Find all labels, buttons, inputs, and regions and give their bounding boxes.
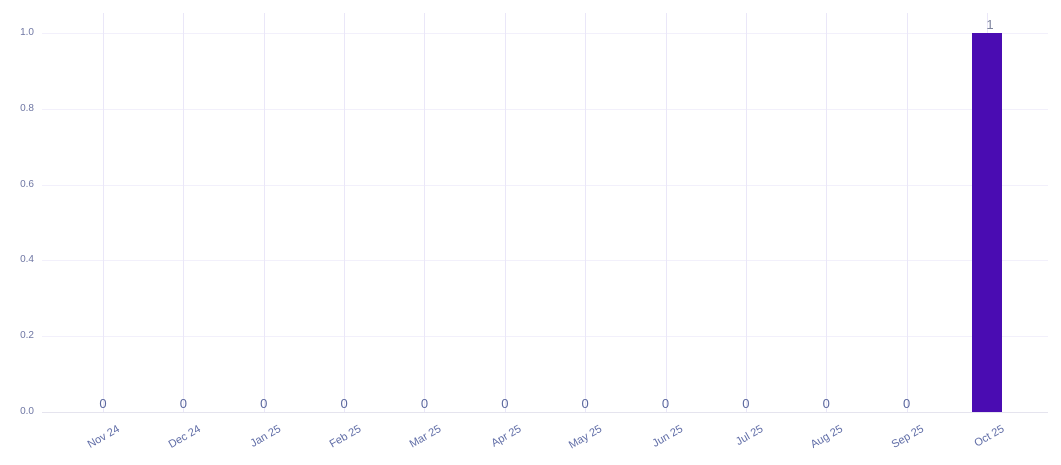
bar-value-label: 1 (986, 17, 994, 32)
bar-value-label: 0 (822, 396, 830, 411)
gridline-vertical (585, 13, 587, 412)
bar-value-label: 0 (501, 396, 509, 411)
gridline-vertical (103, 13, 104, 412)
x-axis-tick-label: Jul 25 (733, 423, 765, 449)
gridline-vertical (504, 13, 506, 412)
gridline-vertical (263, 13, 265, 412)
bar-value-label: 0 (742, 396, 750, 411)
gridline-vertical (424, 13, 426, 412)
x-axis-tick-label: Apr 25 (489, 423, 524, 450)
gridline-vertical (183, 13, 185, 412)
x-axis-tick-label: Dec 24 (166, 423, 203, 451)
x-axis-tick-label: Nov 24 (85, 423, 122, 451)
x-axis-tick-label: Aug 25 (809, 423, 846, 451)
gridline-horizontal (42, 260, 1048, 262)
y-axis-tick-label: 1.0 (20, 27, 34, 38)
bar-value-label: 0 (260, 396, 268, 411)
y-axis-tick-label: 0.0 (20, 406, 34, 417)
y-axis-tick-label: 0.4 (20, 254, 34, 266)
x-axis-tick-label: Mar 25 (407, 423, 444, 451)
bar-value-label: 0 (661, 396, 670, 411)
gridline-vertical (745, 13, 747, 412)
gridline-vertical (344, 13, 346, 412)
y-axis-tick-label: 0.6 (20, 178, 34, 190)
x-axis-tick-label: Jan 25 (248, 423, 283, 450)
bar-value-label: 0 (340, 396, 348, 411)
x-axis-tick-label: Feb 25 (327, 423, 364, 451)
x-axis-tick-label: Oct 25 (971, 423, 1006, 450)
gridline-horizontal (42, 33, 1048, 34)
x-axis-tick-label: Sep 25 (889, 423, 926, 451)
gridline-vertical (906, 13, 908, 412)
bar-oct-25[interactable] (972, 33, 1002, 412)
gridline-horizontal (42, 108, 1048, 110)
bar-value-label: 0 (420, 396, 429, 411)
x-axis-tick-label: May 25 (566, 423, 605, 452)
x-axis-tick-label: Jun 25 (649, 423, 685, 450)
bar-value-label: 0 (99, 396, 107, 411)
gridline-horizontal (42, 184, 1048, 186)
gridline-vertical (826, 13, 828, 412)
bar-value-label: 0 (581, 396, 589, 411)
y-axis-tick-label: 0.8 (20, 102, 34, 114)
gridline-vertical (665, 13, 667, 412)
gridline-horizontal (42, 336, 1048, 338)
x-axis-line (42, 412, 1048, 413)
y-axis-tick-label: 0.2 (20, 330, 34, 342)
bar-value-label: 0 (179, 396, 187, 411)
bar-value-label: 0 (903, 396, 911, 411)
